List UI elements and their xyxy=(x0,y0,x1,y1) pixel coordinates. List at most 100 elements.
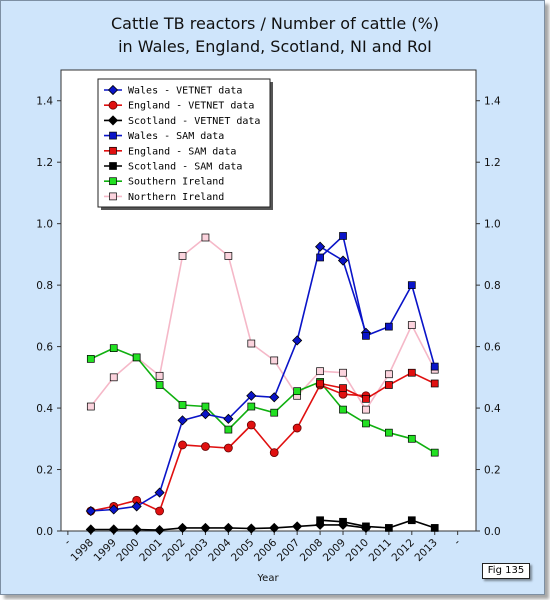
legend-marker xyxy=(107,84,119,96)
y-tick-label-left: 0.2 xyxy=(36,465,53,477)
data-point xyxy=(407,321,416,329)
data-point xyxy=(85,524,96,535)
data-point xyxy=(247,402,256,411)
data-point xyxy=(270,356,279,365)
data-point xyxy=(430,448,439,457)
x-tick-label: 2007 xyxy=(275,537,302,564)
data-point xyxy=(430,362,439,371)
y-tick-label-left: 1.4 xyxy=(36,96,53,108)
x-tick-label: 2013 xyxy=(412,537,439,564)
y-tick-label-left: 0.0 xyxy=(36,526,53,538)
data-point xyxy=(201,233,210,242)
data-point xyxy=(201,442,210,451)
legend-label: England - VETNET data xyxy=(128,101,254,112)
series-line-6 xyxy=(90,347,436,454)
data-point xyxy=(430,524,439,532)
x-tick-label: 2004 xyxy=(206,536,234,564)
legend-label: Southern Ireland xyxy=(128,177,224,188)
y-tick-label-right: 0.0 xyxy=(484,526,501,538)
data-point xyxy=(109,344,118,352)
data-point xyxy=(132,353,141,362)
data-point xyxy=(200,522,211,533)
data-point xyxy=(131,524,142,535)
legend-marker xyxy=(107,115,119,126)
data-point xyxy=(337,255,349,266)
legend: Wales - VETNET data England - VETNET data… xyxy=(97,78,273,210)
x-tick-label: 1999 xyxy=(91,537,118,564)
y-tick-label-right: 0.2 xyxy=(484,465,501,477)
data-point xyxy=(316,516,324,525)
y-tick-label-left: 0.8 xyxy=(36,280,53,292)
x-tick-label: 2000 xyxy=(114,537,141,564)
data-point xyxy=(339,232,347,240)
y-tick-label-left: 0.4 xyxy=(36,403,53,415)
data-point xyxy=(316,253,324,262)
y-tick-label-right: 0.8 xyxy=(484,280,501,292)
x-tick-label: 2003 xyxy=(183,537,210,564)
y-tick-label-left: 1.2 xyxy=(36,157,53,169)
data-point xyxy=(385,370,393,379)
legend-marker xyxy=(109,192,117,201)
data-point xyxy=(407,434,416,443)
data-point xyxy=(155,381,164,389)
data-point xyxy=(407,368,416,377)
data-point xyxy=(385,524,393,532)
data-point xyxy=(270,408,279,417)
legend-label: Wales - VETNET data xyxy=(128,86,242,97)
y-tick-label-right: 0.4 xyxy=(484,403,501,415)
x-tick-label: - xyxy=(452,536,463,547)
data-point xyxy=(178,252,187,260)
data-point xyxy=(177,415,188,426)
data-point xyxy=(86,402,95,411)
x-tick-label: 2012 xyxy=(390,537,417,564)
legend-marker xyxy=(109,146,117,155)
data-point xyxy=(362,331,370,340)
legend-label: Wales - SAM data xyxy=(128,131,224,142)
data-point xyxy=(339,405,347,414)
data-point xyxy=(154,487,165,498)
x-tick-label: 2001 xyxy=(137,537,164,564)
chart-title-line2: in Wales, England, Scotland, NI and RoI xyxy=(118,37,432,56)
data-point xyxy=(315,241,326,252)
x-tick-label: 2008 xyxy=(298,537,325,564)
data-point xyxy=(385,381,393,389)
data-point xyxy=(246,523,257,534)
data-point xyxy=(293,387,302,396)
data-point xyxy=(339,368,347,377)
data-point xyxy=(178,401,187,409)
data-point xyxy=(385,322,393,331)
data-point xyxy=(339,517,347,526)
data-point xyxy=(224,425,233,434)
data-point xyxy=(86,355,95,363)
legend-marker xyxy=(109,177,117,186)
legend-box xyxy=(97,78,271,208)
legend-label: England - SAM data xyxy=(128,146,236,157)
data-point xyxy=(154,525,165,536)
data-point xyxy=(201,402,210,411)
data-point xyxy=(269,522,280,533)
data-point xyxy=(155,506,164,516)
x-tick-label: 1998 xyxy=(69,537,96,564)
chart-title-line1: Cattle TB reactors / Number of cattle (%… xyxy=(111,14,439,33)
figure-label: Fig 135 xyxy=(482,563,530,579)
y-tick-label-right: 1.0 xyxy=(484,219,501,231)
data-point xyxy=(246,420,256,430)
x-axis-label: Year xyxy=(256,573,279,584)
y-axis: 0.0 0.0 0.2 0.2 0.4 0.4 0.6 0.6 0.8 0.8 1.0 1.0 1.2 1… xyxy=(36,96,501,538)
x-tick-label: - xyxy=(62,536,73,547)
data-point xyxy=(155,371,164,380)
series-markers xyxy=(85,232,439,536)
x-tick-label: 2002 xyxy=(160,537,187,564)
x-tick-label: 2005 xyxy=(229,537,256,564)
legend-label: Scotland - SAM data xyxy=(128,162,242,173)
data-point xyxy=(362,522,370,531)
x-axis: -199819992000200120022003200420052006200… xyxy=(62,531,463,564)
y-tick-label-right: 1.4 xyxy=(484,96,501,108)
legend-marker xyxy=(109,131,117,140)
data-point xyxy=(247,339,256,348)
data-point xyxy=(292,521,303,532)
data-point xyxy=(407,281,416,289)
data-point xyxy=(339,384,347,392)
x-tick-label: 2009 xyxy=(321,537,348,564)
